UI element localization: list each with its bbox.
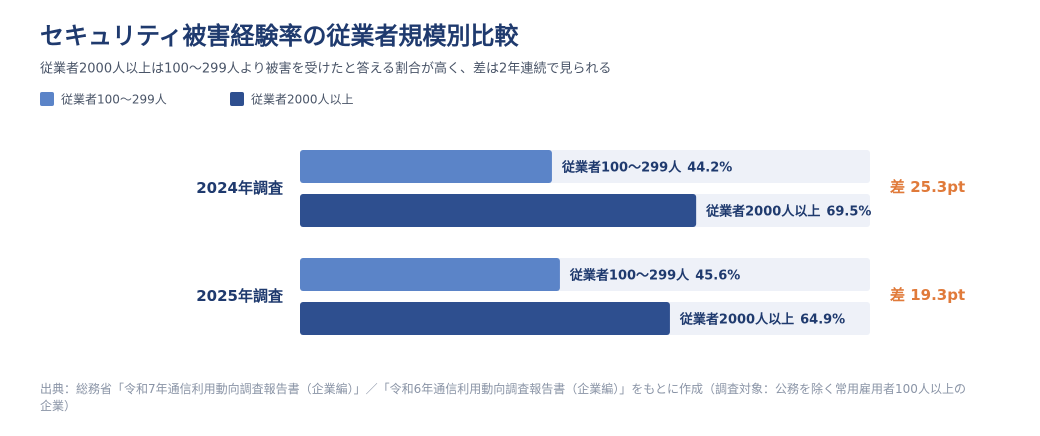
data-label-series: 従業者2000人以上 [679,311,794,327]
data-label-value: 45.6% [695,268,740,283]
data-label: 従業者2000人以上 64.9% [679,311,845,327]
legend-label: 従業者2000人以上 [251,93,354,107]
data-label-value: 69.5% [826,204,871,219]
data-label: 従業者100〜299人 44.2% [561,159,732,175]
bar [300,150,552,183]
data-label-series: 従業者100〜299人 [569,267,690,283]
category-label: 2024年調査 [196,179,284,197]
data-label-value: 64.9% [800,312,845,327]
source-note: 出典：総務省「令和7年通信利用動向調査報告書（企業編）」／「令和6年通信利用動向… [40,382,966,413]
data-label: 従業者2000人以上 69.5% [705,203,871,219]
legend-swatch [230,92,244,106]
data-label: 従業者100〜299人 45.6% [569,267,740,283]
data-label-value: 44.2% [687,160,732,175]
bar [300,302,670,335]
chart-subtitle: 従業者2000人以上は100〜299人より被害を受けたと答える割合が高く、差は2… [40,61,611,77]
category-label: 2025年調査 [196,287,284,305]
data-label-series: 従業者2000人以上 [705,203,820,219]
bar [300,194,697,227]
data-label-series: 従業者100〜299人 [561,159,682,175]
chart-title: セキュリティ被害経験率の従業者規模別比較 [40,22,520,50]
legend-label: 従業者100〜299人 [61,93,167,107]
bar [300,258,560,291]
difference-label: 差 25.3pt [890,178,965,196]
legend-swatch [40,92,54,106]
difference-label: 差 19.3pt [890,286,965,304]
